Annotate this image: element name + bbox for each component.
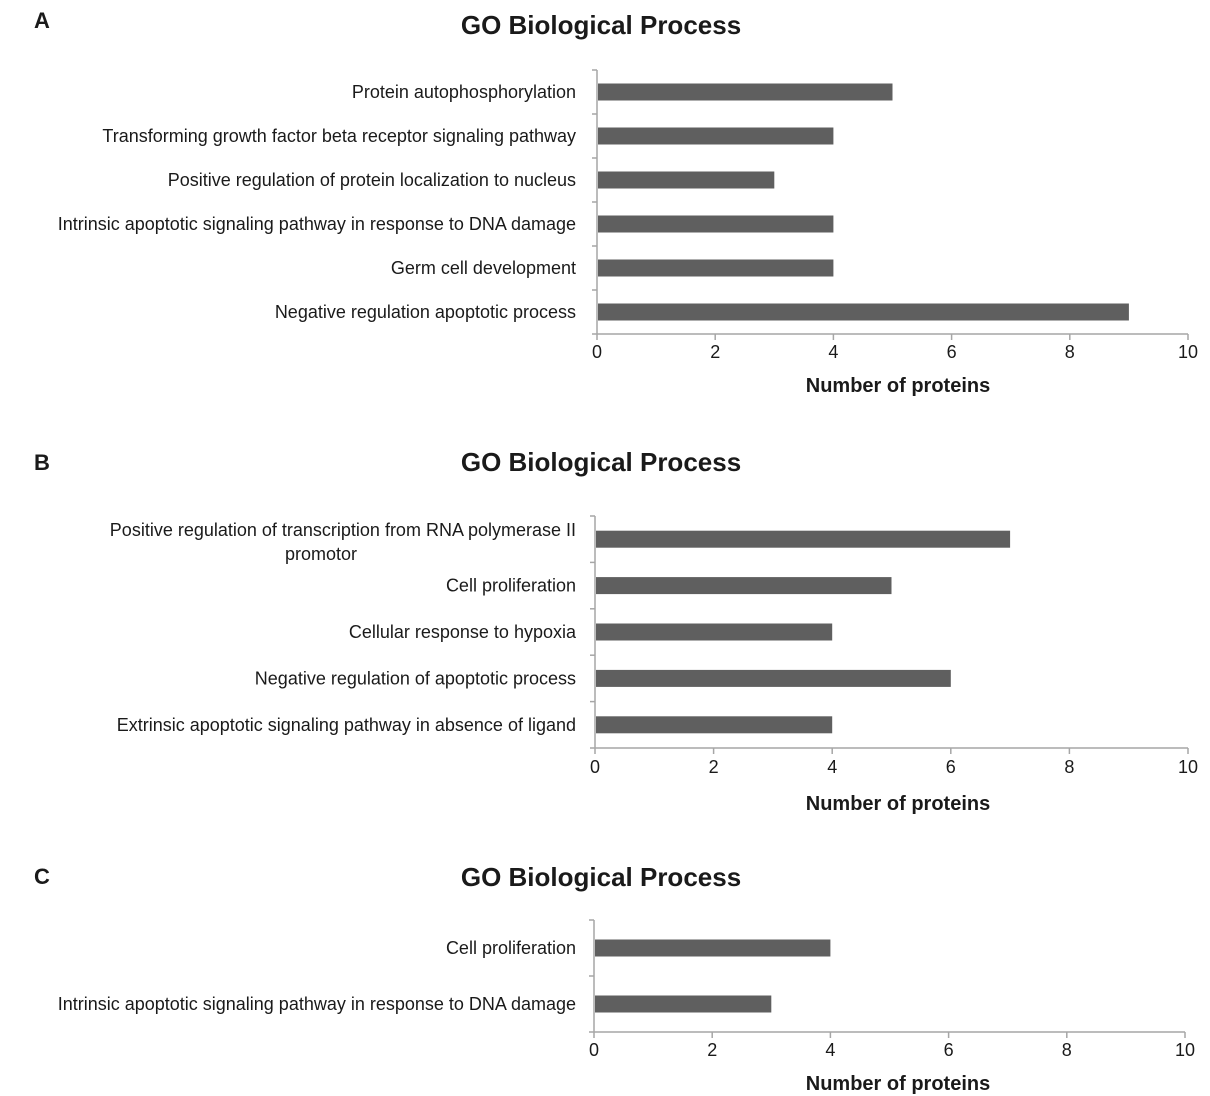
bar [596, 716, 833, 734]
chart-panel-a: A GO Biological Process 0 2 4 6 8 10 Number of p… [34, 8, 1198, 397]
chart-title: GO Biological Process [461, 862, 741, 892]
x-tick-label: 8 [1062, 1040, 1072, 1060]
x-tick-label: 2 [707, 1040, 717, 1060]
panel-letter: C [34, 864, 50, 889]
x-tick-label: 8 [1065, 342, 1075, 362]
bar [595, 939, 831, 957]
category-label-continuation: promotor [285, 544, 357, 564]
chart-panel-b: B GO Biological Process 0 2 4 6 8 10 Number of p… [34, 447, 1198, 815]
x-tick-label: 10 [1175, 1040, 1195, 1060]
x-axis-title: Number of proteins [806, 375, 990, 397]
category-label: Negative regulation apoptotic process [275, 302, 576, 322]
bar [596, 623, 833, 641]
x-tick-label: 8 [1064, 757, 1074, 777]
x-tick-label: 2 [710, 342, 720, 362]
panel-letter: A [34, 8, 50, 33]
bar [598, 303, 1129, 321]
x-tick-label: 0 [592, 342, 602, 362]
chart-panel-c: C GO Biological Process 0 2 4 6 8 10 Number of p… [34, 862, 1195, 1095]
category-label: Positive regulation of protein localizat… [168, 170, 576, 190]
category-label: Transforming growth factor beta receptor… [102, 126, 576, 146]
x-tick-label: 0 [590, 757, 600, 777]
category-label: Germ cell development [391, 258, 576, 278]
chart-title: GO Biological Process [461, 447, 741, 477]
x-tick-label: 10 [1178, 757, 1198, 777]
panel-letter: B [34, 450, 50, 475]
category-label: Positive regulation of transcription fro… [110, 520, 576, 540]
bar [598, 83, 893, 101]
x-tick-label: 0 [589, 1040, 599, 1060]
bar [598, 127, 834, 145]
category-label: Cellular response to hypoxia [349, 622, 577, 642]
bar [598, 171, 775, 189]
x-tick-label: 4 [825, 1040, 835, 1060]
x-tick-label: 2 [709, 757, 719, 777]
category-label: Cell proliferation [446, 576, 576, 596]
chart-title: GO Biological Process [461, 10, 741, 40]
x-tick-label: 10 [1178, 342, 1198, 362]
bar [596, 669, 951, 687]
x-tick-label: 4 [828, 342, 838, 362]
category-label: Intrinsic apoptotic signaling pathway in… [58, 214, 576, 234]
bar [596, 577, 892, 595]
x-axis-title: Number of proteins [806, 1073, 990, 1095]
category-label: Intrinsic apoptotic signaling pathway in… [58, 994, 576, 1014]
x-tick-label: 4 [827, 757, 837, 777]
bar [595, 995, 772, 1013]
x-axis-title: Number of proteins [806, 793, 990, 815]
bar [598, 215, 834, 233]
x-tick-label: 6 [944, 1040, 954, 1060]
category-label: Protein autophosphorylation [352, 82, 576, 102]
category-label: Extrinsic apoptotic signaling pathway in… [117, 715, 576, 735]
category-label: Cell proliferation [446, 938, 576, 958]
x-tick-label: 6 [946, 757, 956, 777]
category-label: Negative regulation of apoptotic process [255, 668, 576, 688]
bar [596, 530, 1011, 548]
x-tick-label: 6 [947, 342, 957, 362]
bar [598, 259, 834, 277]
